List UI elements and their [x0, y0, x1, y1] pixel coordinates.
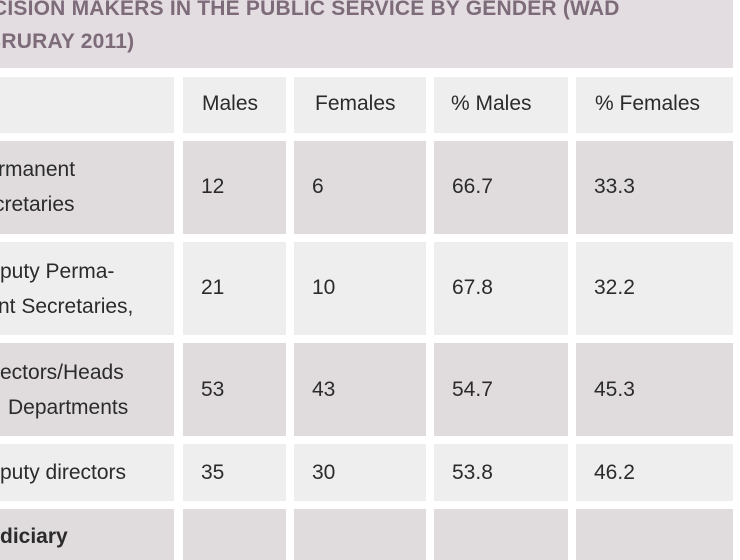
row-label-line: puty directors: [0, 461, 127, 484]
row-label-line: cretaries: [0, 193, 75, 216]
table-title-line-1: CISION MAKERS IN THE PUBLIC SERVICE BY G…: [0, 0, 620, 20]
table-cell-males: 35: [183, 444, 286, 501]
column-header-label: Males: [202, 92, 259, 115]
table-cell-pct-males: 66.7: [434, 141, 568, 234]
table-cell-males: [183, 509, 286, 560]
table-cell-pct-females: 45.3: [576, 343, 733, 436]
table-title: CISION MAKERS IN THE PUBLIC SERVICE BY G…: [0, 0, 732, 58]
row-label: ectors/Heads Departments: [0, 355, 128, 425]
table-cell-females: 43: [294, 343, 426, 436]
column-header-males: Males: [183, 77, 286, 133]
row-label: puty Perma- nt Secretaries,: [0, 254, 133, 324]
table-cell-pct-females: 46.2: [576, 444, 733, 501]
row-label-line: rmanent: [0, 158, 76, 181]
cell-value: 12: [201, 175, 225, 198]
table-cell-females: [294, 509, 426, 560]
column-header-pct-females: % Females: [576, 77, 733, 133]
table-cell-pct-males: 54.7: [434, 343, 568, 436]
cell-value: 67.8: [452, 276, 493, 299]
column-header-label: Females: [315, 92, 396, 115]
row-label-cell: ectors/Heads Departments: [0, 343, 174, 436]
row-label-line: nt Secretaries,: [0, 295, 134, 318]
table-cell-pct-females: 32.2: [576, 242, 733, 335]
cell-value: 66.7: [452, 175, 493, 198]
column-header-pct-males: % Males: [434, 77, 568, 133]
cell-value: 53.8: [452, 461, 493, 484]
table-cell-males: 53: [183, 343, 286, 436]
cell-value: 46.2: [594, 461, 635, 484]
table-cell-females: 10: [294, 242, 426, 335]
row-label: puty directors: [0, 455, 126, 490]
table-title-banner: CISION MAKERS IN THE PUBLIC SERVICE BY G…: [0, 0, 733, 68]
table-cell-pct-females: [576, 509, 733, 560]
row-label-line: diciary: [0, 525, 68, 548]
cell-value: 32.2: [594, 276, 635, 299]
table-cell-males: 12: [183, 141, 286, 234]
table-cell-females: 30: [294, 444, 426, 501]
row-label-line: ectors/Heads: [0, 361, 124, 384]
row-label-cell: diciary: [0, 509, 174, 560]
cell-value: 43: [312, 378, 336, 401]
cell-value: 54.7: [452, 378, 493, 401]
row-label-line: puty Perma-: [0, 260, 115, 283]
row-label: diciary: [0, 519, 68, 554]
row-label-cell: puty Perma- nt Secretaries,: [0, 242, 174, 335]
table-cell-pct-males: 67.8: [434, 242, 568, 335]
column-header-label: % Females: [595, 92, 701, 115]
row-label: rmanent cretaries: [0, 152, 75, 222]
row-label-cell: puty directors: [0, 444, 174, 501]
cell-value: 6: [312, 175, 324, 198]
cell-value: 45.3: [594, 378, 635, 401]
table-cell-pct-females: 33.3: [576, 141, 733, 234]
table-title-line-2: BRURAY 2011): [0, 30, 135, 53]
column-header-females: Females: [294, 77, 426, 133]
cell-value: 53: [201, 378, 225, 401]
table-cell-females: 6: [294, 141, 426, 234]
cell-value: 33.3: [594, 175, 635, 198]
row-label-cell: rmanent cretaries: [0, 141, 174, 234]
table-cell-pct-males: 53.8: [434, 444, 568, 501]
table-cell-pct-males: [434, 509, 568, 560]
header-label-cell: [0, 77, 174, 133]
cell-value: 21: [201, 276, 225, 299]
row-label-line: Departments: [8, 396, 129, 419]
column-header-label: % Males: [451, 92, 532, 115]
table-cell-males: 21: [183, 242, 286, 335]
cell-value: 10: [312, 276, 336, 299]
cell-value: 35: [201, 461, 225, 484]
cell-value: 30: [312, 461, 336, 484]
